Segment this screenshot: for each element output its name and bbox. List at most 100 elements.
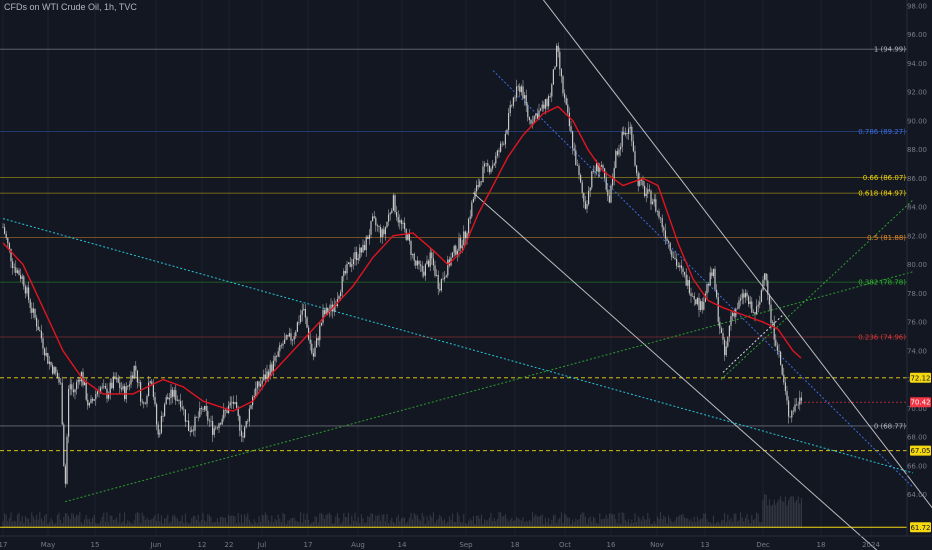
candle-body	[375, 217, 377, 226]
volume-bar	[578, 519, 580, 528]
candle-body	[629, 126, 631, 129]
candle-body	[589, 187, 591, 191]
volume-bar	[399, 521, 401, 528]
candle-body	[256, 381, 258, 388]
volume-bar	[613, 514, 615, 528]
candle-body	[520, 86, 522, 93]
candle-body	[776, 345, 778, 351]
volume-bar	[778, 499, 780, 528]
candle-body	[618, 149, 620, 155]
volume-bar	[48, 522, 50, 528]
volume-bar	[439, 514, 441, 528]
candle-body	[208, 420, 210, 422]
volume-bar	[101, 516, 103, 528]
volume-bar	[680, 514, 682, 528]
volume-bar	[485, 520, 487, 528]
volume-bar	[148, 519, 150, 528]
y-tick-label: 90.00	[907, 117, 927, 125]
candle-body	[309, 339, 311, 344]
ema-line	[2, 105, 802, 412]
volume-bar	[141, 512, 143, 528]
volume-bar	[773, 499, 775, 528]
volume-bar	[279, 518, 281, 528]
candle-body	[432, 258, 434, 266]
candle-body	[650, 190, 652, 205]
volume-bar	[85, 515, 87, 528]
candle-body	[516, 86, 518, 98]
volume-bar	[423, 516, 425, 528]
candle-body	[194, 416, 196, 431]
volume-bar	[615, 519, 617, 528]
candle-body	[538, 110, 540, 120]
volume-bar	[719, 523, 721, 528]
candle-body	[621, 131, 623, 147]
candle-body	[724, 339, 726, 356]
candle-body	[420, 264, 422, 266]
candle-body	[122, 386, 124, 390]
volume-bar	[679, 514, 681, 528]
volume-bar	[250, 521, 252, 528]
volume-bar	[40, 518, 42, 528]
fib-level-label: 0.786 (89.27)	[858, 128, 906, 136]
candle-body	[148, 382, 150, 397]
volume-bar	[695, 522, 697, 528]
candle-body	[234, 402, 236, 404]
volume-bar	[82, 523, 84, 528]
x-tick-label: Nov	[650, 541, 664, 549]
volume-bar	[252, 523, 254, 528]
volume-bar	[32, 516, 34, 528]
candle-body	[178, 399, 180, 401]
candle-body	[151, 381, 153, 385]
volume-bar	[410, 512, 412, 528]
candle-body	[695, 299, 697, 305]
candle-body	[357, 258, 359, 261]
volume-bar	[596, 522, 598, 528]
volume-bar	[68, 515, 70, 528]
volume-bar	[482, 523, 484, 528]
candle-body	[120, 388, 122, 390]
price-axis[interactable]: 64.0066.0068.0070.0072.0074.0076.0078.00…	[907, 2, 927, 499]
candle-body	[770, 304, 772, 323]
volume-bar	[351, 515, 353, 528]
volume-bar	[588, 518, 590, 528]
candle-body	[47, 353, 49, 364]
time-axis[interactable]: 17 May 15 Jun 12 22 Jul 17 Aug 14 Sep 18 Oct 16 Nov 13 D…	[0, 541, 880, 549]
volume-bar	[466, 523, 468, 528]
volume-bar	[576, 520, 578, 528]
volume-bar	[647, 512, 649, 528]
volume-bar	[4, 513, 6, 528]
volume-bar	[530, 521, 532, 528]
volume-bar	[717, 521, 719, 528]
y-tick-label: 68.00	[907, 434, 927, 442]
candle-body	[671, 250, 673, 257]
volume-bar	[432, 512, 434, 528]
volume-bar	[200, 519, 202, 528]
volume-bar	[381, 514, 383, 528]
volume-bar	[330, 514, 332, 528]
candle-body	[392, 195, 394, 211]
volume-bar	[168, 522, 170, 528]
candle-body	[631, 126, 633, 142]
candle-body	[277, 351, 279, 357]
volume-bar	[789, 497, 791, 528]
volume-bar	[149, 520, 151, 528]
candle-body	[431, 252, 433, 259]
volume-bar	[780, 496, 782, 528]
candle-body	[85, 382, 87, 400]
candle-body	[765, 273, 767, 281]
candle-body	[8, 243, 10, 249]
candle-body	[250, 405, 252, 409]
volume-bar	[757, 513, 759, 528]
candle-body	[565, 98, 567, 105]
volume-bar	[527, 521, 529, 528]
candle-body	[325, 307, 327, 315]
volume-bar	[172, 515, 174, 528]
candle-body	[592, 171, 594, 172]
candle-body	[74, 389, 76, 393]
candle-body	[743, 293, 745, 298]
volume-bar	[239, 522, 241, 528]
candle-body	[720, 328, 722, 334]
candle-body	[172, 389, 174, 397]
volume-bar	[682, 514, 684, 528]
